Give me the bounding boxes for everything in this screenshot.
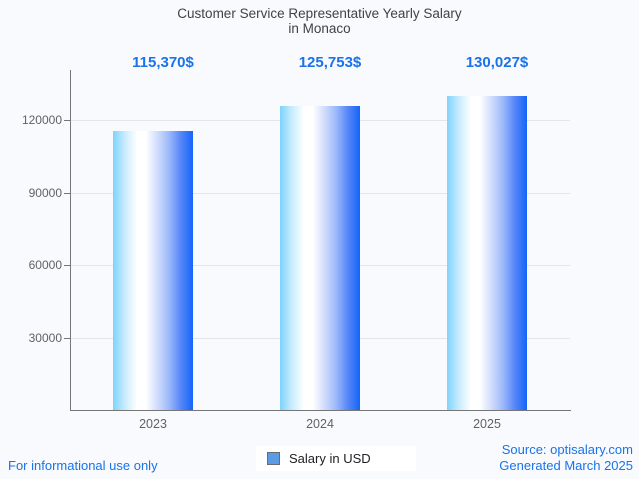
y-tick-mark <box>64 193 70 194</box>
legend-swatch-icon <box>267 452 280 465</box>
bar-2025[interactable] <box>447 96 527 410</box>
chart-title-line2: in Monaco <box>288 21 351 36</box>
source-info: Source: optisalary.com Generated March 2… <box>499 442 633 474</box>
value-label-2023: 115,370$ <box>132 54 194 71</box>
source-link[interactable]: Source: optisalary.com <box>501 442 633 457</box>
y-tick-label: 30000 <box>28 331 62 345</box>
legend: Salary in USD <box>256 446 416 471</box>
y-tick-mark <box>64 265 70 266</box>
y-tick-mark <box>64 338 70 339</box>
value-label-2025: 130,027$ <box>465 54 529 71</box>
generated-date: Generated March 2025 <box>499 458 633 473</box>
chart-title-line1: Customer Service Representative Yearly S… <box>177 6 462 21</box>
y-tick-mark <box>64 120 70 121</box>
bar-2024[interactable] <box>280 106 360 410</box>
y-tick-label: 120000 <box>21 113 62 127</box>
y-tick-label: 60000 <box>28 258 62 272</box>
bar-2023[interactable] <box>113 131 193 410</box>
y-tick-label: 90000 <box>28 186 62 200</box>
disclaimer-text: For informational use only <box>8 458 158 473</box>
chart-title: Customer Service Representative Yearly S… <box>0 6 639 36</box>
legend-label: Salary in USD <box>289 451 371 466</box>
x-tick-label-2024: 2024 <box>306 417 334 431</box>
y-axis-line <box>70 70 71 411</box>
x-tick-label-2025: 2025 <box>473 417 501 431</box>
value-label-2024: 125,753$ <box>298 54 362 71</box>
x-axis-line <box>70 410 571 411</box>
x-tick-label-2023: 2023 <box>139 417 167 431</box>
